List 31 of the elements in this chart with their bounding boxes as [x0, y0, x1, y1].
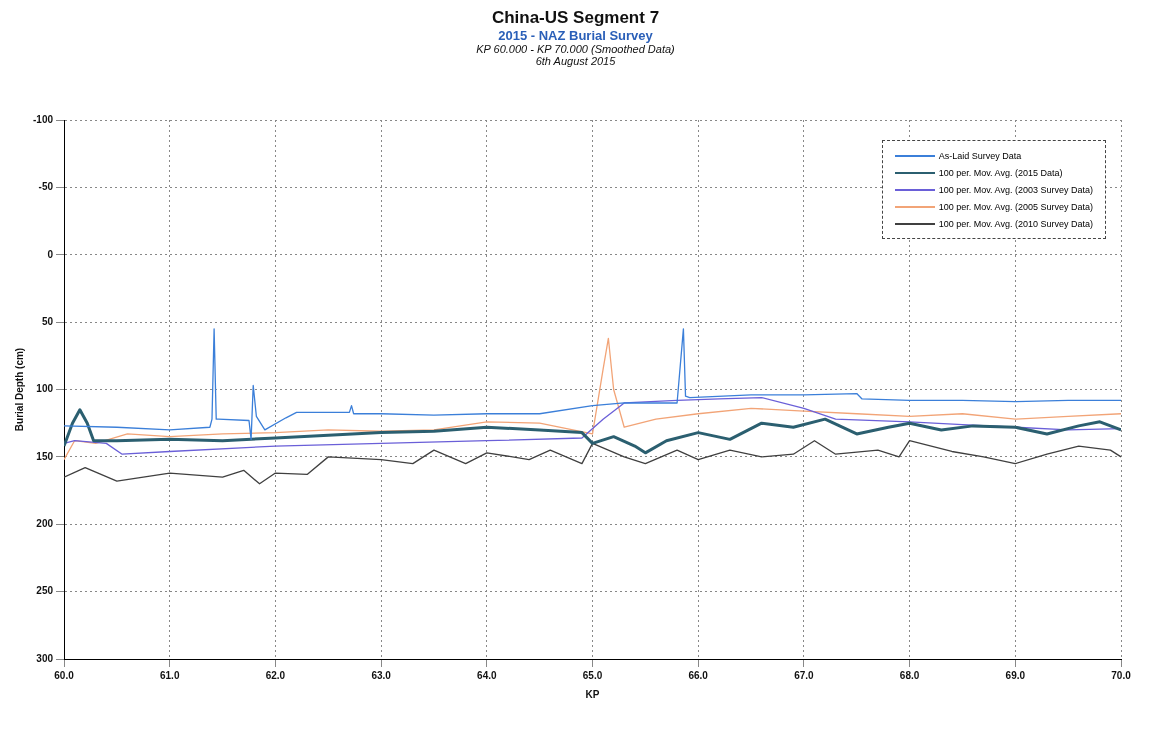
x-tick-label: 69.0	[1005, 669, 1026, 681]
y-tick-label: 0	[47, 248, 54, 260]
x-tick-label: 66.0	[688, 669, 709, 681]
y-tick-label: 150	[36, 450, 54, 462]
y-tick-label: 200	[36, 518, 54, 529]
y-tick-label: 100	[36, 383, 54, 395]
x-tick-label: 65.0	[582, 669, 603, 681]
x-axis-title: KP	[585, 688, 600, 700]
legend-label: As-Laid Survey Data	[938, 150, 1022, 161]
legend-label: 100 per. Mov. Avg. (2015 Data)	[938, 167, 1063, 178]
y-tick-label: -50	[38, 181, 54, 193]
y-tick-label: 300	[36, 652, 54, 664]
y-tick-label: 250	[36, 585, 54, 597]
legend-label: 100 per. Mov. Avg. (2010 Survey Data)	[938, 218, 1093, 229]
text: 6th August 2015	[534, 55, 617, 67]
y-tick-label: 50	[41, 315, 54, 327]
x-tick-label: 63.0	[371, 669, 392, 681]
x-tick-label: 64.0	[477, 669, 497, 681]
x-tick-label: 67.0	[794, 669, 815, 681]
x-tick-label: 61.0	[159, 669, 180, 681]
legend-label: 100 per. Mov. Avg. (2003 Survey Data)	[938, 184, 1093, 195]
text: KP 60.000 - KP 70.000 (Smoothed Data)	[475, 43, 676, 55]
x-tick-label: 62.0	[265, 669, 286, 681]
y-tick-label: -100	[33, 113, 54, 125]
x-tick-label: 60.0	[54, 669, 75, 681]
chart-subtitle: 2015 - NAZ Burial Survey	[497, 28, 654, 43]
y-axis-title: Burial Depth (cm)	[13, 347, 25, 432]
x-tick-label: 68.0	[899, 669, 920, 681]
legend-label: 100 per. Mov. Avg. (2005 Survey Data)	[938, 201, 1093, 212]
chart-title: China-US Segment 7	[490, 8, 661, 28]
x-tick-label: 70.0	[1111, 669, 1132, 681]
